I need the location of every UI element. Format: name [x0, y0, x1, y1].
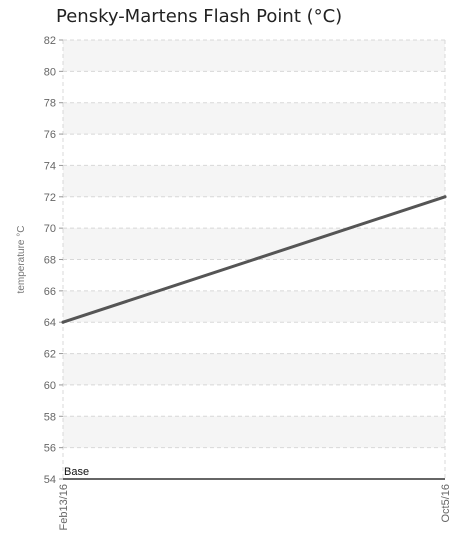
- y-tick-label: 68: [44, 255, 56, 267]
- x-tick-label: Oct5/16: [440, 484, 452, 523]
- series-line: [61, 195, 447, 324]
- y-tick-label: 76: [44, 129, 56, 141]
- grid-band: [63, 290, 445, 323]
- y-tick-label: 80: [44, 66, 56, 78]
- y-tick-label: 60: [44, 380, 56, 392]
- data-point: [61, 320, 65, 324]
- grid-band: [63, 165, 445, 197]
- y-tick-label: 58: [44, 411, 56, 423]
- y-tick-label: 78: [44, 98, 56, 110]
- y-tick-label: 56: [44, 443, 56, 455]
- grid-band: [63, 102, 445, 135]
- series-layer: [61, 195, 447, 324]
- y-tick-label: 74: [44, 160, 56, 172]
- x-tick-label: Feb13/16: [58, 484, 70, 530]
- y-tick-label: 70: [44, 223, 56, 235]
- y-tick-label: 72: [44, 192, 56, 204]
- background-bands: [63, 40, 445, 448]
- grid-band: [63, 40, 445, 72]
- chart-title: Pensky-Martens Flash Point (°C): [56, 6, 343, 27]
- grid-band: [63, 416, 445, 448]
- data-point: [443, 195, 447, 199]
- y-axis-label: temperature °C: [16, 226, 27, 294]
- y-tick-label: 54: [44, 474, 56, 486]
- horizontal-gridlines: [63, 39, 445, 449]
- y-tick-label: 62: [44, 349, 56, 361]
- x-axis-ticks: Feb13/16 Oct5/16: [58, 484, 452, 530]
- grid-band: [63, 228, 445, 260]
- y-axis-ticks: 54 56 58 60 62 64 66 68 70 72 74 76 78 80 82: [44, 35, 63, 486]
- y-tick-label: 64: [44, 317, 56, 329]
- base-label: Base: [64, 466, 89, 478]
- y-tick-label: 66: [44, 286, 56, 298]
- y-tick-label: 82: [44, 35, 56, 47]
- grid-band: [63, 353, 445, 385]
